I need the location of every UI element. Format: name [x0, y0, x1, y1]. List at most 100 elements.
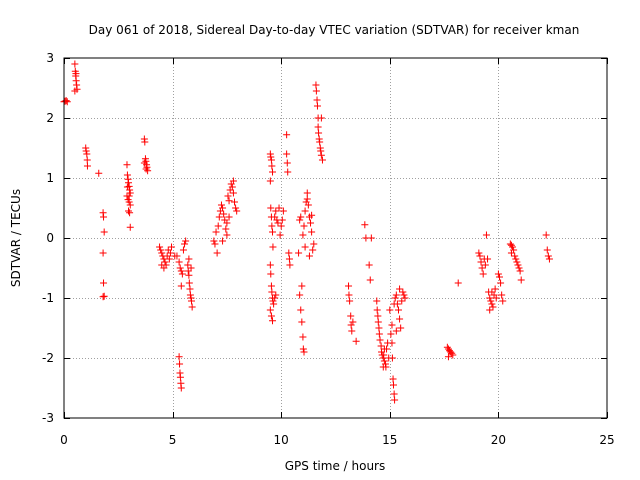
x-tick-labels: 0 5 10 15 20 25 [60, 433, 614, 447]
data-point [185, 255, 193, 263]
data-point [375, 330, 383, 338]
data-point [125, 207, 133, 215]
data-point [303, 195, 311, 203]
data-point [454, 279, 462, 287]
data-point [229, 189, 237, 197]
data-point [376, 336, 384, 344]
data-point [71, 60, 79, 68]
data-point [392, 291, 400, 299]
data-point [488, 300, 496, 308]
data-point [507, 241, 515, 249]
data-point [165, 255, 173, 263]
data-point [168, 243, 176, 251]
data-point [367, 234, 375, 242]
data-point [298, 318, 306, 326]
data-point [212, 228, 220, 236]
data-point [393, 300, 401, 308]
data-point [271, 213, 279, 221]
data-point [389, 375, 397, 383]
data-point [498, 291, 506, 299]
data-point [298, 282, 306, 290]
data-point [99, 293, 107, 301]
data-point [514, 261, 522, 269]
data-point [300, 348, 308, 356]
data-point [375, 324, 383, 332]
data-point [346, 297, 354, 305]
data-point [272, 291, 280, 299]
data-point [187, 264, 195, 272]
data-point [512, 255, 520, 263]
data-point [224, 192, 232, 200]
data-point [348, 327, 356, 335]
chart-title: Day 061 of 2018, Sidereal Day-to-day VTE… [89, 23, 580, 37]
data-point [297, 306, 305, 314]
data-point [126, 189, 134, 197]
data-point [188, 303, 196, 311]
data-point [443, 343, 451, 351]
data-point [313, 96, 321, 104]
data-point [223, 231, 231, 239]
data-point [283, 150, 291, 158]
data-point [299, 231, 307, 239]
data-point [507, 249, 515, 257]
data-point [123, 161, 131, 169]
data-point [475, 249, 483, 257]
data-point [391, 294, 399, 302]
data-point [228, 183, 236, 191]
data-point [542, 231, 550, 239]
data-point [347, 312, 355, 320]
data-point [266, 177, 274, 185]
data-point [276, 231, 284, 239]
data-point [449, 351, 457, 359]
data-point [515, 264, 523, 272]
data-point [491, 285, 499, 293]
data-point [166, 249, 174, 257]
data-point [489, 303, 497, 311]
data-point [177, 267, 185, 275]
x-axis-label: GPS time / hours [285, 459, 386, 473]
data-point [156, 243, 164, 251]
data-point [377, 342, 385, 350]
data-point [143, 163, 151, 171]
axis-ticks [64, 58, 608, 419]
data-point [399, 288, 407, 296]
data-point [352, 337, 360, 345]
data-point [308, 228, 316, 236]
data-point [225, 213, 233, 221]
data-point [479, 270, 487, 278]
data-point [142, 157, 150, 165]
data-point [269, 297, 277, 305]
data-point [516, 267, 524, 275]
data-point [232, 204, 240, 212]
data-point [223, 219, 231, 227]
data-point [494, 270, 502, 278]
data-point [266, 306, 274, 314]
data-point [286, 261, 294, 269]
data-point [278, 216, 286, 224]
data-point [161, 258, 169, 266]
data-point [214, 222, 222, 230]
data-point [267, 282, 275, 290]
data-point [160, 264, 168, 272]
data-point [476, 252, 484, 260]
data-point [544, 252, 552, 260]
data-point [219, 237, 227, 245]
data-point [285, 249, 293, 257]
data-point [177, 282, 185, 290]
data-point [296, 291, 304, 299]
data-point [272, 207, 280, 215]
data-point [299, 345, 307, 353]
data-point [511, 252, 519, 260]
data-point [482, 231, 490, 239]
data-point [349, 318, 357, 326]
data-point [270, 300, 278, 308]
data-point [275, 204, 283, 212]
data-point [304, 201, 312, 209]
data-point [269, 317, 277, 325]
data-point [380, 357, 388, 365]
data-point [492, 294, 500, 302]
x-tick-label: 0 [60, 433, 68, 447]
y-tick-label: -2 [42, 351, 54, 365]
